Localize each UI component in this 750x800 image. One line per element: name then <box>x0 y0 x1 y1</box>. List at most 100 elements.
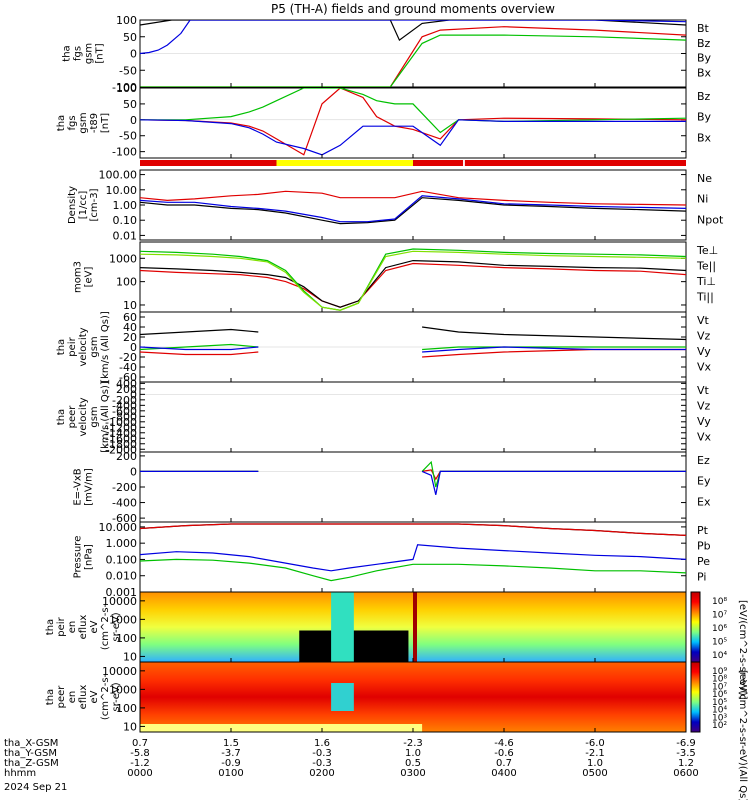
series-line-vx <box>140 346 686 353</box>
y-tick-label: 0.010 <box>106 570 138 583</box>
legend-label: Pt <box>697 524 709 537</box>
y-axis-label: gsm <box>84 43 95 64</box>
x-tick-label: 1.6 <box>314 738 330 749</box>
x-tick-label: -0.3 <box>312 748 332 759</box>
y-tick-label: 1000 <box>109 613 137 626</box>
y-tick-label: -400 <box>112 497 137 510</box>
x-tick-label: 0.7 <box>132 738 148 749</box>
x-tick-label: -0.6 <box>494 748 514 759</box>
y-tick-label: -800 <box>112 410 137 423</box>
y-axis-label: [km/s (All Qs)] <box>100 311 111 383</box>
y-axis-label: tha <box>56 339 67 355</box>
legend-label: Ti|| <box>696 291 714 304</box>
y-tick-label: 0 <box>130 341 137 354</box>
panel-frame <box>139 451 687 523</box>
y-axis-label: peer <box>56 685 67 709</box>
legend-label: Bz <box>697 37 711 50</box>
colorbar <box>690 591 701 663</box>
legend-label: Vt <box>697 314 710 327</box>
series-line-by <box>140 34 686 87</box>
legend-label: Vx <box>697 431 712 444</box>
spectrogram-cyan-band <box>331 592 354 662</box>
x-tick-label: 0.7 <box>496 758 512 769</box>
y-tick-label: 10.000 <box>99 521 138 534</box>
y-tick-label: 0 <box>130 48 137 61</box>
spectrogram-cyan-band <box>331 683 354 711</box>
panel-7: 200 0 -200 -400 -600 Ez Ey Ex E=-VxB [mV/m] <box>73 450 711 525</box>
y-tick-label: 100 <box>116 82 137 95</box>
y-tick-label: 60 <box>123 311 137 324</box>
y-tick-label: -200 <box>112 481 137 494</box>
mode-bar-segment <box>464 160 686 166</box>
y-tick-label: 100 <box>116 14 137 27</box>
y-axis-label: tha <box>45 689 56 705</box>
y-axis-label: [nT] <box>100 113 111 133</box>
y-tick-label: 1.000 <box>106 537 138 550</box>
y-tick-label: 10.00 <box>106 184 138 197</box>
x-tick-label: 0400 <box>491 768 516 779</box>
y-tick-label: -100 <box>112 81 137 94</box>
colorbar-tick-label: 10⁶ <box>712 624 727 634</box>
colorbar-tick-label: 10⁶ <box>712 690 727 700</box>
y-tick-label: 10000 <box>102 595 137 608</box>
y-axis-label: velocity <box>78 397 89 436</box>
y-tick-label: 0 <box>130 388 137 401</box>
y-tick-label: 50 <box>123 31 137 44</box>
y-axis-label: fgs <box>73 46 84 61</box>
panel-2: 100 50 0 -50 -100 Bz By Bx tha fgs gsm -t89 [nT] <box>56 82 712 159</box>
y-tick-label: 20 <box>123 331 137 344</box>
y-tick-label: 100 <box>116 702 137 715</box>
y-axis-label: [eV] <box>84 267 95 288</box>
panel-frame <box>139 241 687 313</box>
series-line-bx <box>140 20 686 55</box>
y-tick-label: -400 <box>112 399 137 412</box>
y-tick-label: 100 <box>116 276 137 289</box>
colorbar-tick-label: 10⁵ <box>712 638 727 648</box>
series-line-bx <box>140 119 686 156</box>
y-axis-label: eV <box>89 690 100 703</box>
panel-8: 10.000 1.000 0.100 0.010 0.001 Pt Pb Pe Pi Pressu… <box>73 521 711 599</box>
legend-label: Ni <box>697 193 708 206</box>
y-axis-label: gsm <box>78 112 89 133</box>
y-tick-label: -50 <box>119 130 137 143</box>
legend-label: Vz <box>697 400 711 413</box>
x-tick-label: 1.5 <box>223 738 239 749</box>
x-tick-label: -6.0 <box>585 738 605 749</box>
x-row-label: tha_Y-GSM <box>4 748 57 759</box>
x-row-label: 2024 Sep 21 <box>4 782 67 793</box>
y-tick-label: 0.10 <box>113 214 138 227</box>
colorbar-tick-label: 10⁷ <box>712 682 727 692</box>
y-axis-label: mom3 <box>73 261 84 293</box>
legend-label: Vt <box>697 384 710 397</box>
panel-frame <box>139 381 687 453</box>
y-tick-label: 200 <box>116 450 137 463</box>
colorbar-tick-label: 10³ <box>712 713 727 723</box>
x-row-label: hhmm <box>4 768 36 779</box>
legend-label: Ex <box>697 495 711 508</box>
y-tick-label: 100.00 <box>99 169 138 182</box>
y-tick-label: 0.01 <box>113 229 138 242</box>
legend-label: Ey <box>697 475 711 488</box>
x-tick-label: -2.1 <box>585 748 605 759</box>
legend-label: Pi <box>697 571 706 584</box>
y-tick-label: -60 <box>119 371 137 384</box>
mode-bar-segment <box>413 160 464 166</box>
figure-title: P5 (TH-A) fields and ground moments over… <box>271 2 555 16</box>
y-tick-label: 1.00 <box>113 199 138 212</box>
legend-label: Vy <box>697 345 711 358</box>
y-tick-label: 0 <box>130 114 137 127</box>
x-tick-label: -5.8 <box>130 748 150 759</box>
x-tick-label: 1.2 <box>678 758 694 769</box>
series-line-ex <box>140 470 686 495</box>
y-tick-label: 10 <box>123 650 137 663</box>
x-tick-label: 0200 <box>309 768 334 779</box>
legend-label: By <box>697 52 712 65</box>
y-tick-label: 0.100 <box>106 553 138 566</box>
y-axis-label: peer <box>67 405 78 429</box>
y-axis-label: peir <box>67 336 78 356</box>
legend-label: Te⊥ <box>696 244 718 257</box>
